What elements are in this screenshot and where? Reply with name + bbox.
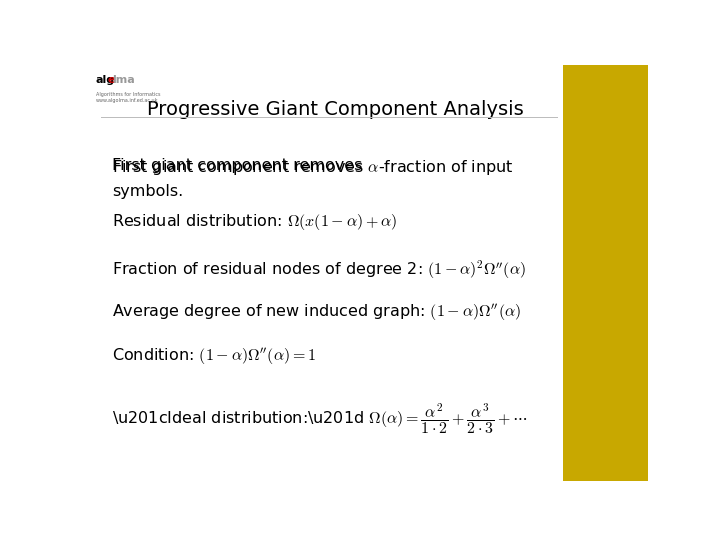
- Text: symbols.: symbols.: [112, 184, 184, 199]
- Text: First giant component removes: First giant component removes: [112, 158, 368, 173]
- Text: Fraction of residual nodes of degree 2: $(1-\alpha)^2\Omega''(\alpha)$: Fraction of residual nodes of degree 2: …: [112, 258, 526, 281]
- Text: Average degree of new induced graph: $(1-\alpha)\Omega''(\alpha)$: Average degree of new induced graph: $(1…: [112, 302, 521, 323]
- Text: \u201cIdeal distribution:\u201d $\Omega(\alpha) = \dfrac{\alpha^2}{1 \cdot 2} + : \u201cIdeal distribution:\u201d $\Omega(…: [112, 402, 528, 436]
- Text: Progressive Giant Component Analysis: Progressive Giant Component Analysis: [147, 100, 524, 119]
- Text: Condition: $(1-\alpha)\Omega''(\alpha) = 1$: Condition: $(1-\alpha)\Omega''(\alpha) =…: [112, 346, 317, 367]
- Text: e: e: [108, 75, 115, 85]
- Bar: [562, 65, 648, 481]
- Text: Algorithms for Informatics
www.algoIma.inf.ed.ac.uk: Algorithms for Informatics www.algoIma.i…: [96, 92, 160, 103]
- Text: First giant component removes $\alpha$-fraction of input: First giant component removes $\alpha$-f…: [112, 158, 514, 177]
- Text: alg: alg: [96, 75, 114, 85]
- Text: Residual distribution: $\Omega(x(1-\alpha)+\alpha)$: Residual distribution: $\Omega(x(1-\alph…: [112, 212, 397, 232]
- Text: lma: lma: [112, 75, 135, 85]
